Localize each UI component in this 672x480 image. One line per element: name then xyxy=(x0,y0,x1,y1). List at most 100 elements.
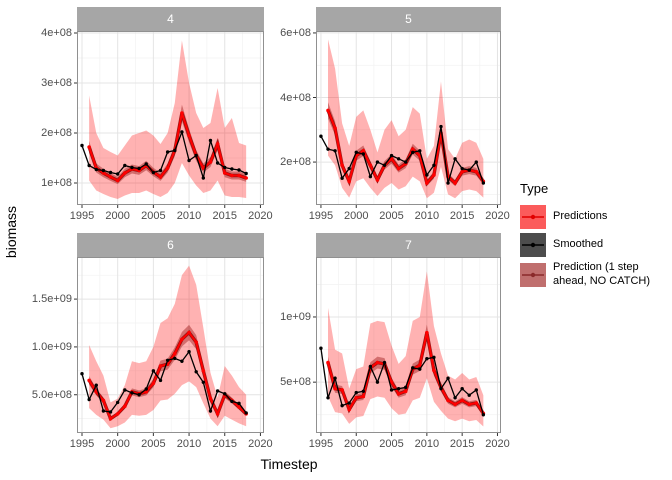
smoothed-point xyxy=(80,371,84,376)
x-axis-title: Timestep xyxy=(260,456,318,472)
prediction-point xyxy=(123,171,127,175)
smoothed-point xyxy=(326,147,330,151)
smoothed-point xyxy=(165,358,170,363)
smoothed-point xyxy=(361,152,366,156)
smoothed-point xyxy=(230,399,234,404)
smoothed-point xyxy=(326,396,330,400)
smoothed-point xyxy=(453,396,457,400)
smoothed-point xyxy=(396,386,401,391)
smoothed-point xyxy=(340,176,344,180)
y-tick-label: 1e+09 xyxy=(280,310,311,323)
smoothed-point xyxy=(144,162,148,166)
smoothed-point xyxy=(432,355,436,360)
prediction-point xyxy=(361,148,366,153)
prediction-point xyxy=(237,405,241,409)
smoothed-point xyxy=(474,160,478,164)
smoothed-point xyxy=(432,163,436,167)
smoothed-point xyxy=(130,165,134,170)
smoothed-point xyxy=(333,149,337,153)
prediction-point xyxy=(375,178,380,182)
prediction-point xyxy=(460,398,464,403)
smoothed-point xyxy=(144,387,148,391)
facet-strip-7: 7 xyxy=(316,233,501,257)
prediction-point xyxy=(453,402,457,407)
prediction-point xyxy=(101,171,106,175)
smoothed-point xyxy=(474,388,478,392)
x-tick-label: 2010 xyxy=(414,210,440,222)
smoothed-point xyxy=(375,380,380,384)
prediction-point xyxy=(326,360,330,365)
prediction-point xyxy=(172,351,177,356)
smoothed-point xyxy=(187,349,191,354)
prediction-point xyxy=(396,392,401,396)
prediction-point xyxy=(201,166,206,170)
prediction-point xyxy=(326,108,330,113)
prediction-point xyxy=(108,175,113,179)
x-tick-label: 2005 xyxy=(141,438,166,450)
prediction-point xyxy=(158,364,163,368)
smoothed-point xyxy=(446,181,450,185)
smoothed-point xyxy=(230,167,234,171)
prediction-point xyxy=(347,407,351,412)
prediction-point xyxy=(208,160,213,164)
smoothed-point xyxy=(151,170,156,175)
prediction-point xyxy=(396,166,401,171)
smoothed-point xyxy=(173,148,177,153)
prediction-point xyxy=(410,147,415,151)
smoothed-point xyxy=(244,171,248,176)
smoothed-point xyxy=(354,150,358,155)
smoothed-point xyxy=(340,403,344,408)
prediction-point xyxy=(158,175,163,179)
prediction-point xyxy=(115,412,120,416)
legend-item-predictions: Predictions xyxy=(520,205,670,229)
panel-border xyxy=(316,31,501,205)
smoothed-point xyxy=(173,356,177,361)
smoothed-point xyxy=(319,346,323,350)
smoothed-point xyxy=(382,163,387,167)
prediction-point xyxy=(222,171,227,175)
smoothed-point xyxy=(460,386,464,391)
smoothed-point xyxy=(80,143,84,148)
smoothed-point xyxy=(237,401,241,406)
facet-strip-6: 6 xyxy=(77,233,264,257)
y-tick-label: 2e+08 xyxy=(41,127,72,139)
prediction-point xyxy=(201,369,206,373)
prediction-point xyxy=(354,396,359,400)
y-tick-label: 2e+08 xyxy=(280,156,311,169)
smoothed-point xyxy=(201,380,206,385)
legend-item-prediction-no-catch: Prediction (1 step ahead, NO CATCH) xyxy=(520,261,670,289)
smoothed-point xyxy=(180,359,184,363)
smoothed-point xyxy=(194,370,198,374)
prediction-point xyxy=(108,416,113,421)
y-tick-label: 5.0e+08 xyxy=(31,388,72,401)
panel-border xyxy=(316,257,501,433)
prediction-point xyxy=(425,330,429,335)
prediction-point xyxy=(425,181,429,185)
prediction-point xyxy=(94,390,99,394)
x-tick-label: 1995 xyxy=(69,438,95,450)
smoothed-point xyxy=(137,393,141,397)
legend-item-label: Smoothed xyxy=(553,238,604,251)
smoothed-point xyxy=(396,157,401,161)
prediction-point xyxy=(165,166,170,170)
prediction-point xyxy=(417,363,422,368)
x-tick-label: 2015 xyxy=(449,438,475,450)
y-tick-label: 6e+08 xyxy=(280,26,311,39)
smoothed-point xyxy=(108,170,113,175)
smoothed-point xyxy=(108,410,113,414)
facet-strip-5: 5 xyxy=(316,7,501,31)
smoothed-point xyxy=(101,168,106,173)
y-tick-label: 3e+08 xyxy=(41,77,72,89)
smoothed-point xyxy=(425,356,429,361)
x-tick-label: 2020 xyxy=(248,210,273,222)
smoothed-point xyxy=(481,181,486,185)
smoothed-point xyxy=(215,161,220,165)
smoothed-point xyxy=(215,389,220,393)
smoothed-point xyxy=(418,149,422,153)
x-tick-label: 2000 xyxy=(105,210,130,222)
prediction-point xyxy=(460,169,464,174)
smoothed-point xyxy=(123,388,127,392)
facet-strip-4: 4 xyxy=(77,7,264,31)
smoothed-point xyxy=(158,168,163,173)
prediction-point xyxy=(333,386,337,391)
